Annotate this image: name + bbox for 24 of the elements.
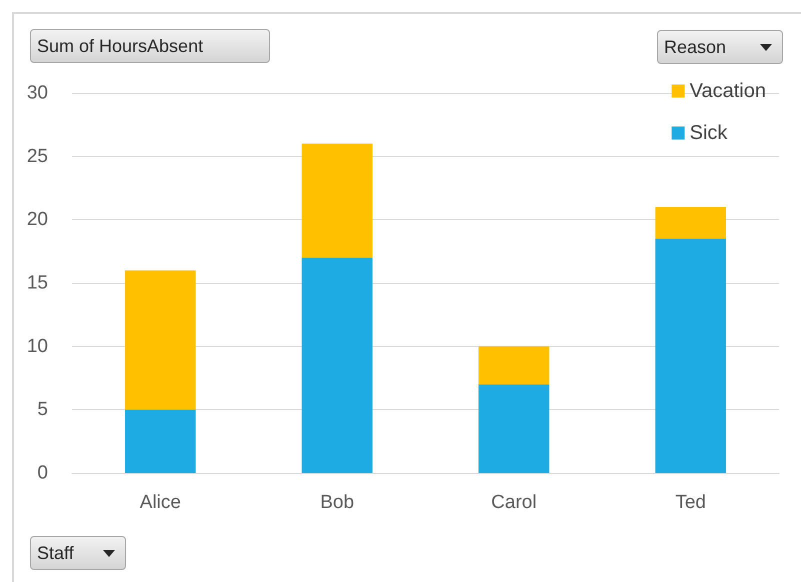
- y-tick-label: 10: [26, 336, 48, 357]
- x-axis-title: Staff: [37, 542, 74, 564]
- bar: [655, 207, 726, 239]
- y-tick-label: 25: [26, 146, 48, 167]
- y-tick-label: 20: [26, 209, 48, 230]
- bar: [125, 410, 196, 473]
- y-tick-label: 15: [26, 272, 48, 294]
- bar: [302, 258, 372, 473]
- y-tick-label: 0: [37, 462, 48, 484]
- bar: [125, 270, 196, 410]
- y-tick-label: 5: [37, 399, 48, 420]
- y-tick-label: 30: [26, 82, 48, 104]
- legend-label: Vacation: [690, 80, 766, 102]
- bar: [478, 384, 550, 473]
- x-tick-label: Alice: [140, 492, 181, 513]
- x-tick-label: Ted: [675, 492, 706, 513]
- chart-title: Sum of HoursAbsent: [37, 36, 204, 56]
- bar: [478, 346, 550, 384]
- legend-title: Reason: [664, 36, 726, 58]
- bar: [302, 144, 372, 258]
- x-tick-label: Carol: [491, 492, 537, 513]
- bar: [655, 238, 726, 473]
- legend-label: Sick: [690, 122, 728, 144]
- x-tick-label: Bob: [320, 492, 354, 513]
